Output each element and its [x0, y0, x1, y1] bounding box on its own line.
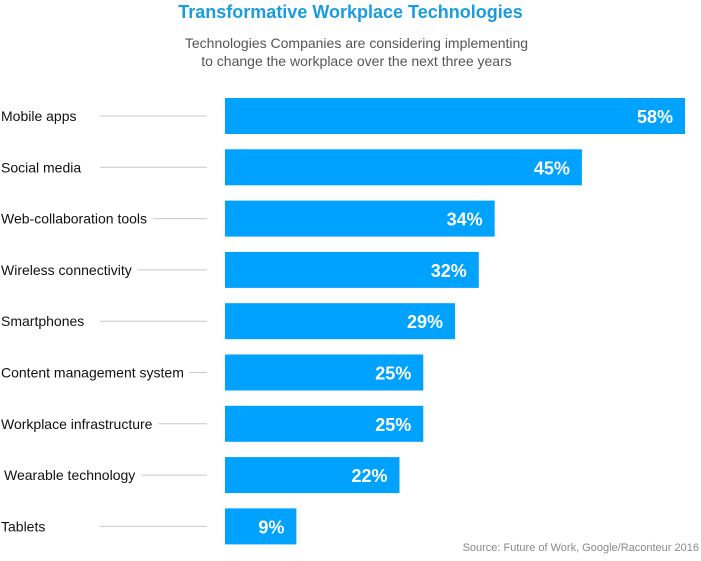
category-label: Workplace infrastructure [1, 416, 153, 432]
bar [225, 303, 455, 340]
category-label: Wireless connectivity [1, 262, 132, 278]
category-label: Web-collaboration tools [1, 211, 147, 227]
category-label: Social media [1, 159, 81, 175]
source-note: Source: Future of Work, Google/Raconteur… [462, 542, 699, 554]
bar [225, 149, 582, 186]
category-label: Smartphones [1, 313, 84, 329]
bar-value-label: 25% [375, 415, 411, 435]
bar [225, 508, 297, 545]
bar [225, 251, 479, 288]
category-label: Wearable technology [4, 467, 135, 483]
bar [225, 405, 424, 442]
bar-value-label: 22% [351, 466, 387, 486]
subtitle-line-1: Technologies Companies are considering i… [184, 35, 529, 51]
category-label: Content management system [1, 365, 184, 381]
bar-value-label: 25% [375, 364, 411, 384]
bar-value-label: 32% [431, 261, 467, 281]
chart-title: Transformative Workplace Technologies [178, 2, 523, 22]
chart-subtitle: Technologies Companies are considering i… [0, 34, 701, 70]
bar-value-label: 9% [258, 517, 284, 537]
category-label: Tablets [1, 518, 45, 534]
bar [225, 354, 424, 391]
bar-value-label: 34% [447, 210, 483, 230]
category-label: Mobile apps [1, 108, 77, 124]
bar [225, 98, 685, 134]
bar-value-label: 45% [534, 158, 570, 178]
subtitle-line-2: to change the workplace over the next th… [201, 53, 512, 69]
bar [225, 200, 495, 237]
bar-value-label: 58% [637, 107, 673, 127]
bar [225, 457, 400, 494]
bar-value-label: 29% [407, 312, 443, 332]
